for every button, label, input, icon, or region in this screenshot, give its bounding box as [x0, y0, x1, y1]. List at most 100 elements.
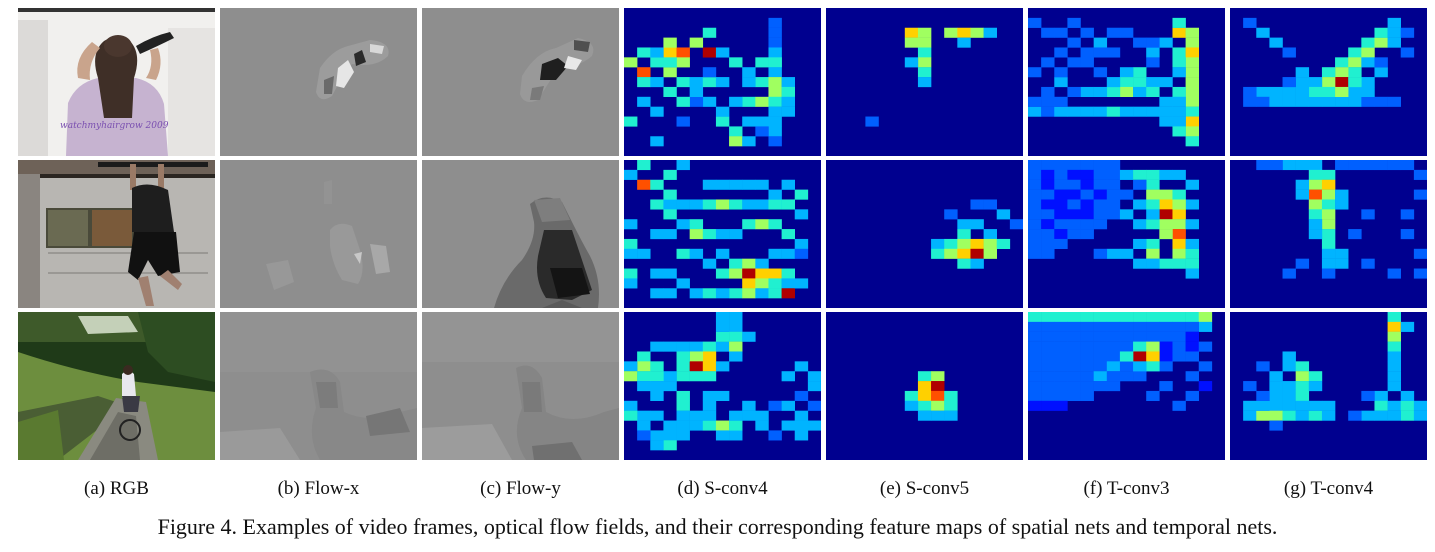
heatmap-cell: [1361, 57, 1375, 68]
heatmap-cell: [1106, 361, 1121, 372]
heatmap-cell: [1146, 77, 1160, 88]
heatmap-cell: [702, 351, 717, 362]
heatmap-cell: [1159, 96, 1173, 107]
heatmap-cell: [729, 57, 743, 68]
heatmap-cell: [1321, 248, 1336, 259]
heatmap-cell: [729, 341, 743, 352]
heatmap-cell: [1172, 67, 1186, 78]
heatmap-cell: [729, 96, 743, 107]
heatmap-cell: [768, 116, 782, 127]
heatmap-cell: [970, 199, 984, 210]
heatmap-cell: [1387, 400, 1401, 411]
heatmap-cell: [1041, 160, 1055, 171]
heatmap-cell: [1387, 410, 1401, 421]
heatmap-cell: [1374, 67, 1388, 78]
heatmap-cell: [1159, 341, 1173, 352]
heatmap-cell: [1106, 77, 1121, 88]
heatmap-cell: [1093, 199, 1108, 210]
heatmap-cell: [1256, 410, 1270, 421]
heatmap-cell: [1093, 351, 1108, 362]
heatmap-cell: [944, 248, 958, 259]
heatmap-cell: [663, 430, 677, 441]
heatmap-cell: [1387, 361, 1401, 372]
heatmap-cell: [1041, 86, 1055, 97]
heatmap-cell: [755, 179, 769, 190]
heatmap-cell: [1009, 219, 1023, 230]
heatmap-cell: [702, 67, 717, 78]
heatmap-cell: [1348, 86, 1362, 97]
heatmap-cell: [1093, 219, 1108, 230]
heatmap-cell: [1185, 248, 1199, 259]
heatmap-cell: [1387, 96, 1401, 107]
heatmap-cell: [944, 209, 958, 220]
heatmap-cell: [1282, 351, 1296, 362]
heatmap-cell: [1172, 57, 1186, 68]
heatmap-cell: [1041, 400, 1055, 411]
heatmap-cell: [1119, 331, 1134, 342]
heatmap-cell: [904, 37, 919, 48]
heatmap-cell: [676, 57, 690, 68]
heatmap-cell: [1269, 420, 1283, 431]
heatmap-cell: [637, 371, 651, 382]
heatmap-cell: [1054, 390, 1068, 401]
heatmap-cell: [917, 57, 932, 68]
heatmap-cell: [794, 390, 809, 401]
heatmap-cell: [1198, 321, 1213, 332]
heatmap-cell: [1308, 199, 1323, 210]
heatmap-cell: [1054, 321, 1068, 332]
heatmap-cell: [715, 199, 730, 210]
heatmap-cell: [650, 77, 664, 88]
heatmap-cell: [689, 361, 704, 372]
heatmap-cell: [650, 268, 664, 279]
heatmap-cell: [1348, 67, 1362, 78]
heatmap-cell: [1106, 248, 1121, 259]
heatmap-cell: [1067, 179, 1081, 190]
heatmap-cell: [1256, 96, 1270, 107]
heatmap-cell: [1172, 248, 1186, 259]
heatmap-cell: [624, 57, 638, 68]
heatmap-cell: [1080, 351, 1094, 362]
heatmap-cell: [650, 57, 664, 68]
heatmap-cell: [1028, 219, 1042, 230]
heatmap-cell: [1080, 229, 1094, 240]
heatmap-cell: [1282, 47, 1296, 58]
heatmap-cell: [1172, 331, 1186, 342]
heatmap-cell: [689, 410, 704, 421]
heatmap-cell: [1028, 331, 1042, 342]
heatmap-cell: [1119, 86, 1134, 97]
heatmap-cell: [715, 390, 730, 401]
heatmap-cell: [1067, 390, 1081, 401]
heatmap-cell: [1119, 189, 1134, 200]
heatmap-cell: [1080, 106, 1094, 117]
heatmap-cell: [676, 199, 690, 210]
heatmap-cell: [1413, 400, 1427, 411]
heatmap-cell: [1172, 219, 1186, 230]
heatmap-cell: [1119, 27, 1134, 38]
heatmap-cell: [1282, 381, 1296, 392]
heatmap-cell: [1198, 361, 1213, 372]
heatmap-cell: [1413, 189, 1427, 200]
heatmap-cell: [794, 420, 809, 431]
heatmap-cell: [1295, 361, 1310, 372]
heatmap-cell: [1080, 390, 1094, 401]
heatmap-cell: [1348, 47, 1362, 58]
heatmap-cell: [1374, 390, 1388, 401]
heatmap-cell: [1387, 268, 1401, 279]
heatmap-cell: [807, 371, 821, 382]
heatmap-cell: [755, 199, 769, 210]
heatmap-cell: [1159, 209, 1173, 220]
heatmap-cell: [676, 248, 690, 259]
heatmap-cell: [729, 321, 743, 332]
heatmap-cell: [1146, 258, 1160, 269]
heatmap-cell: [663, 47, 677, 58]
heatmap-cell: [781, 96, 795, 107]
heatmap-cell: [1041, 341, 1055, 352]
heatmap-cell: [917, 390, 932, 401]
heatmap-cell: [637, 77, 651, 88]
heatmap-cell: [755, 420, 769, 431]
heatmap-cell: [1172, 189, 1186, 200]
heatmap-cell: [1269, 390, 1283, 401]
heatmap-cell: [637, 179, 651, 190]
heatmap-cell: [983, 27, 997, 38]
heatmap-cell: [970, 258, 984, 269]
